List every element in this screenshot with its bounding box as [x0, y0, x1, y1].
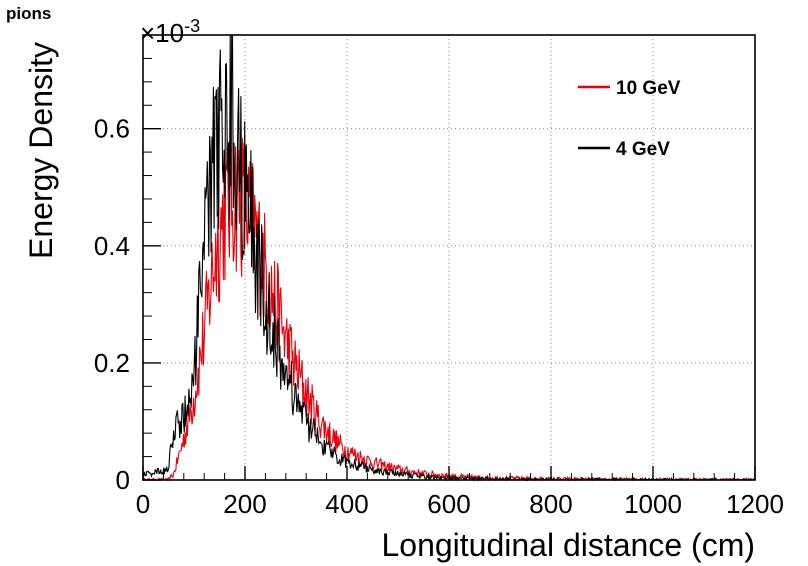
y-exponent-base: ×10: [140, 18, 184, 48]
y-exponent-label: ×10-3: [140, 16, 200, 48]
y-tick-label: 0: [116, 465, 130, 495]
corner-label: pions: [6, 4, 52, 23]
x-tick-label: 1000: [624, 489, 682, 519]
plot-frame: [142, 34, 756, 481]
y-exponent-power: -3: [184, 16, 200, 36]
x-tick-label: 200: [223, 489, 266, 519]
series-line-black: [142, 34, 756, 482]
y-tick-label: 0.4: [94, 231, 130, 261]
x-tick-label: 1200: [726, 489, 784, 519]
x-tick-label: 800: [529, 489, 572, 519]
x-tick-label: 600: [427, 489, 470, 519]
y-tick-label: 0.6: [94, 114, 130, 144]
y-tick-label: 0.2: [94, 348, 130, 378]
legend-label: 4 GeV: [616, 139, 670, 160]
y-axis-label: Energy Density: [23, 42, 59, 259]
legend-label: 10 GeV: [616, 78, 681, 99]
x-axis-label: Longitudinal distance (cm): [381, 527, 755, 563]
x-tick-label: 400: [325, 489, 368, 519]
x-tick-label: 0: [136, 489, 150, 519]
legend: 10 GeV 4 GeV: [578, 78, 681, 160]
series-layer: [142, 34, 756, 483]
axis-ticks: 0 200 400 600 800 1000 1200 0 0.2 0.4 0.6: [94, 34, 784, 519]
grid: [143, 35, 755, 480]
